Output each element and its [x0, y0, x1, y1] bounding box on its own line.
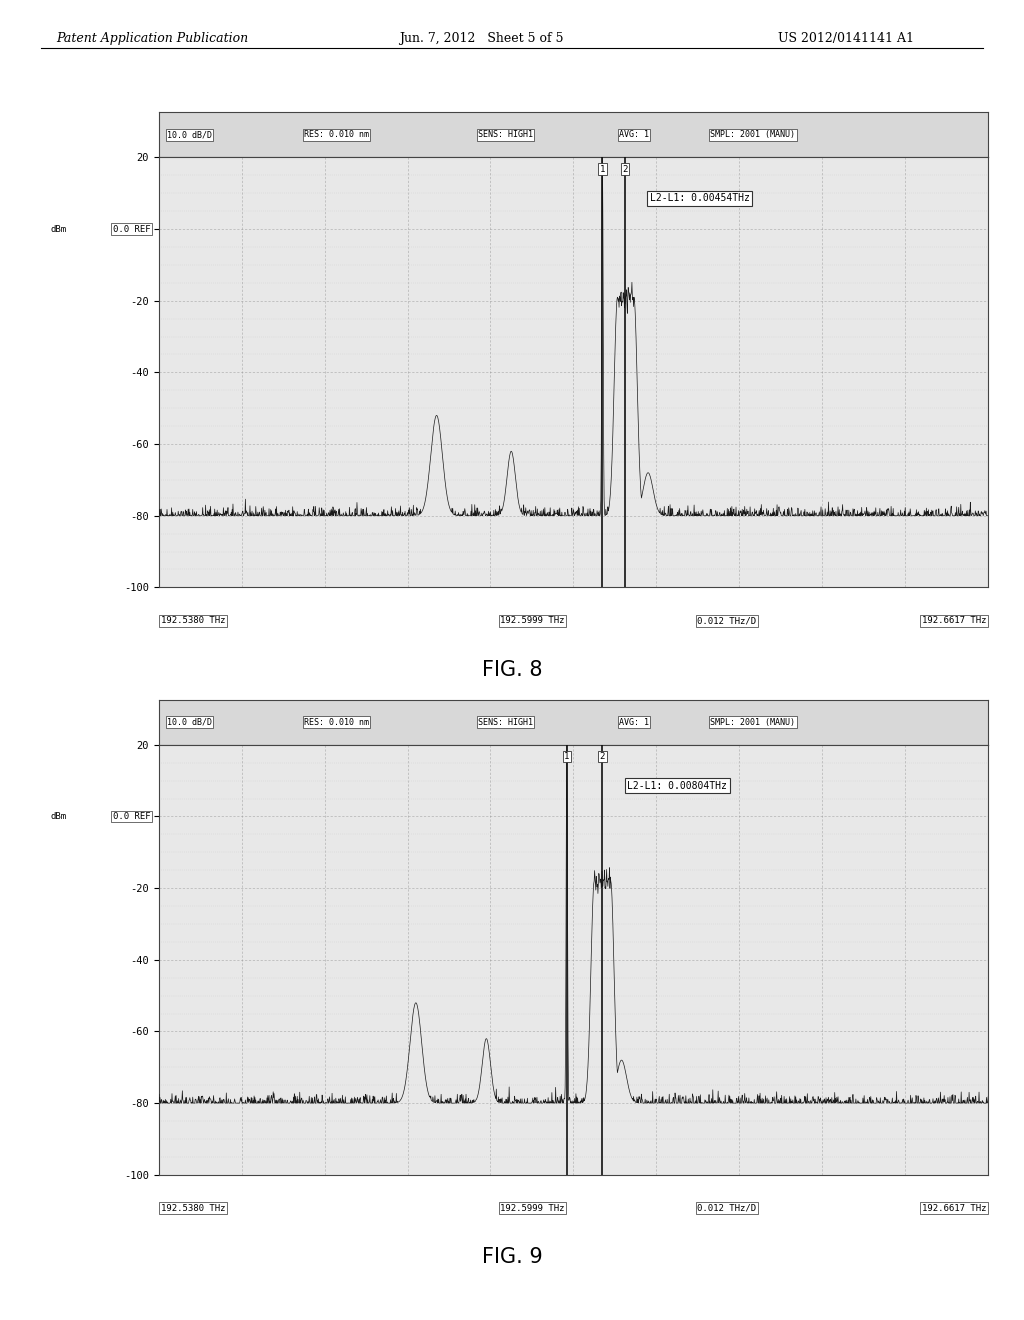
Text: 1: 1: [564, 752, 569, 760]
Text: RES: 0.010 nm: RES: 0.010 nm: [304, 131, 369, 140]
Text: 192.6617 THz: 192.6617 THz: [922, 616, 986, 626]
Text: FIG. 8: FIG. 8: [481, 660, 543, 680]
Text: 192.6617 THz: 192.6617 THz: [922, 1204, 986, 1213]
Text: US 2012/0141141 A1: US 2012/0141141 A1: [778, 32, 914, 45]
Text: 1: 1: [600, 165, 605, 173]
Text: SENS: HIGH1: SENS: HIGH1: [478, 718, 534, 727]
Text: 10.0 dB/D: 10.0 dB/D: [167, 718, 212, 727]
Text: Jun. 7, 2012   Sheet 5 of 5: Jun. 7, 2012 Sheet 5 of 5: [399, 32, 564, 45]
Text: RES: 0.010 nm: RES: 0.010 nm: [304, 718, 369, 727]
Text: 192.5999 THz: 192.5999 THz: [501, 616, 564, 626]
Text: 0.012 THz/D: 0.012 THz/D: [697, 1204, 757, 1213]
Text: 192.5999 THz: 192.5999 THz: [501, 1204, 564, 1213]
Text: L2-L1: 0.00804THz: L2-L1: 0.00804THz: [628, 780, 727, 791]
Text: SMPL: 2001 (MANU): SMPL: 2001 (MANU): [711, 718, 796, 727]
Text: 0.0 REF: 0.0 REF: [113, 812, 151, 821]
Text: 10.0 dB/D: 10.0 dB/D: [167, 131, 212, 140]
Text: L2-L1: 0.00454THz: L2-L1: 0.00454THz: [650, 193, 750, 203]
Text: 192.5380 THz: 192.5380 THz: [161, 616, 225, 626]
Text: 0.0 REF: 0.0 REF: [113, 224, 151, 234]
Text: 192.5380 THz: 192.5380 THz: [161, 1204, 225, 1213]
Text: AVG: 1: AVG: 1: [620, 718, 649, 727]
Text: Patent Application Publication: Patent Application Publication: [56, 32, 249, 45]
Text: dBm: dBm: [51, 224, 67, 234]
Text: FIG. 9: FIG. 9: [481, 1247, 543, 1267]
Text: AVG: 1: AVG: 1: [620, 131, 649, 140]
Text: dBm: dBm: [51, 812, 67, 821]
Text: 2: 2: [623, 165, 628, 173]
Text: 2: 2: [600, 752, 605, 760]
Text: SMPL: 2001 (MANU): SMPL: 2001 (MANU): [711, 131, 796, 140]
Text: 0.012 THz/D: 0.012 THz/D: [697, 616, 757, 626]
Text: SENS: HIGH1: SENS: HIGH1: [478, 131, 534, 140]
